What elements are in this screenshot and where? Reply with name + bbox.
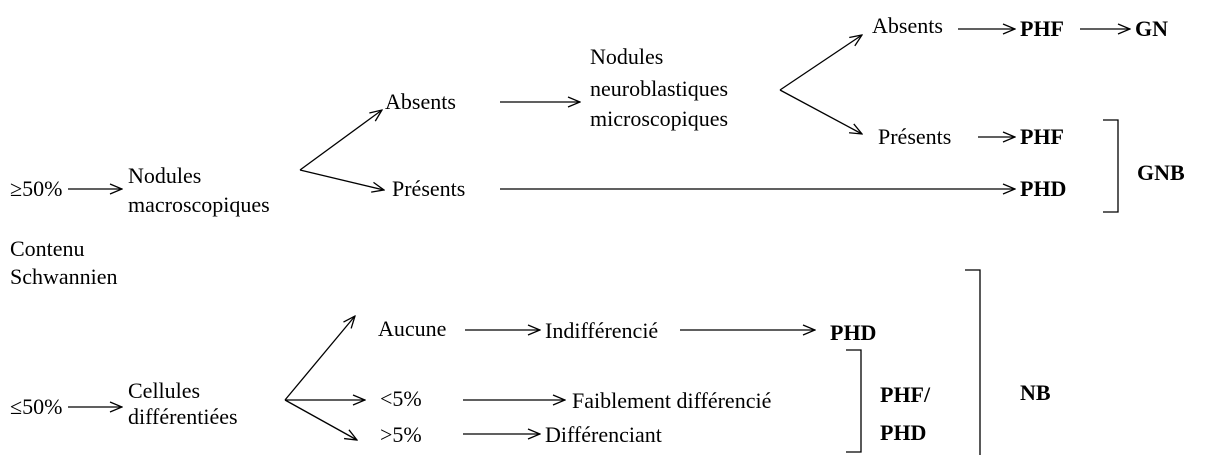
label: Nodules [128, 163, 201, 188]
arrow [779, 89, 862, 134]
label: PHD [830, 320, 876, 345]
bracket [1103, 119, 1119, 213]
arrow [284, 316, 355, 401]
arrow [299, 110, 382, 171]
label: GNB [1137, 160, 1185, 185]
label: Indifférencié [545, 318, 658, 343]
label: Cellules [128, 378, 200, 403]
label: <5% [380, 386, 422, 411]
arrow [284, 399, 357, 440]
label: ≥50% [10, 176, 62, 201]
label: différentiées [128, 404, 238, 429]
label: PHD [880, 420, 926, 445]
label: Aucune [378, 316, 446, 341]
label: Présents [392, 176, 465, 201]
label: macroscopiques [128, 192, 270, 217]
label: Présents [878, 124, 951, 149]
label: ≤50% [10, 394, 62, 419]
label: GN [1135, 16, 1168, 41]
label: PHF/ [880, 382, 931, 407]
label: PHF [1020, 16, 1064, 41]
label: neuroblastiques [590, 76, 728, 101]
label: Faiblement différencié [572, 388, 771, 413]
label: PHF [1020, 124, 1064, 149]
bracket [846, 349, 862, 453]
label: Absents [385, 89, 456, 114]
arrow [299, 169, 384, 190]
label: Différenciant [545, 422, 662, 447]
bracket [965, 269, 981, 455]
label: Nodules [590, 44, 663, 69]
label: microscopiques [590, 106, 728, 131]
label: Absents [872, 13, 943, 38]
label: PHD [1020, 176, 1066, 201]
label: NB [1020, 380, 1051, 405]
label: Contenu [10, 236, 85, 261]
arrow [779, 35, 862, 91]
label: >5% [380, 422, 422, 447]
label: Schwannien [10, 264, 118, 289]
